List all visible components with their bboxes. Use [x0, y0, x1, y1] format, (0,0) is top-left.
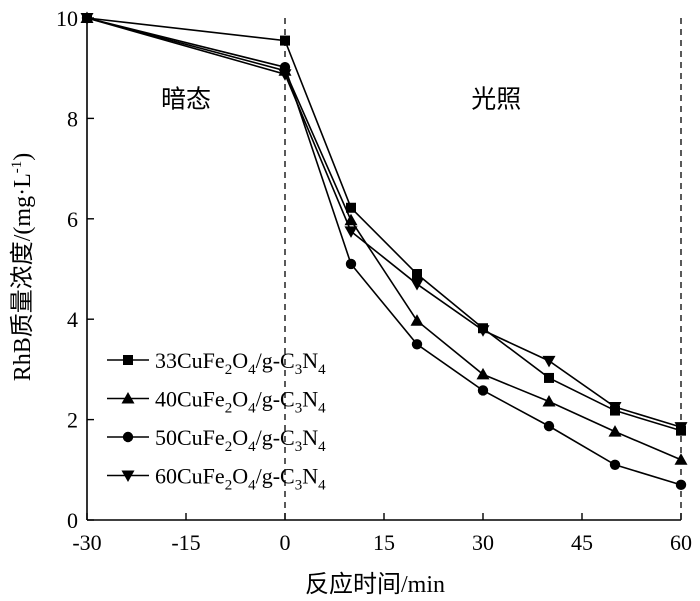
axes: -30 -15 0 15 30 45 60 0 2 4 6 8 10 暗态 光照 — [56, 6, 692, 555]
x-tick-label: -15 — [171, 530, 200, 555]
y-tick-label: 6 — [67, 207, 78, 232]
data-point — [609, 459, 621, 470]
data-point — [278, 69, 292, 81]
x-tick-label: -30 — [72, 530, 101, 555]
series-line — [86, 17, 682, 461]
data-point — [543, 420, 555, 432]
legend-item: 33CuFe2O4/g-C3N4 — [107, 348, 326, 378]
data-point — [542, 395, 556, 407]
data-point — [544, 372, 554, 383]
data-point — [344, 226, 358, 238]
legend-label: 60CuFe2O4/g-C3N4 — [155, 464, 326, 494]
x-tick-label: 0 — [280, 530, 291, 555]
data-point — [410, 279, 424, 291]
legend: 33CuFe2O4/g-C3N4 40CuFe2O4/g-C3N4 50CuFe2O… — [107, 348, 326, 494]
data-point — [674, 453, 688, 465]
data-point — [80, 13, 94, 25]
x-axis-label: 反应时间/min — [305, 571, 445, 598]
series-triangle-down — [80, 13, 688, 434]
legend-marker — [122, 431, 134, 443]
data-point — [280, 35, 290, 46]
region-label: 暗态 — [161, 85, 211, 113]
legend-item: 60CuFe2O4/g-C3N4 — [107, 464, 326, 494]
data-point — [345, 258, 357, 270]
legend-label: 50CuFe2O4/g-C3N4 — [155, 425, 326, 455]
series-layer — [80, 11, 688, 491]
legend-label: 40CuFe2O4/g-C3N4 — [155, 387, 326, 417]
data-point — [608, 402, 622, 414]
legend-item: 40CuFe2O4/g-C3N4 — [107, 387, 326, 417]
y-tick-label: 4 — [67, 307, 78, 332]
series-circle — [81, 12, 687, 491]
y-tick-label: 2 — [67, 408, 78, 433]
series-line — [86, 17, 682, 428]
data-point — [410, 314, 424, 326]
data-point — [542, 355, 556, 368]
data-point — [346, 202, 356, 213]
legend-marker — [121, 470, 135, 482]
x-tick-label: 45 — [571, 530, 593, 555]
legend-label: 33CuFe2O4/g-C3N4 — [155, 348, 326, 378]
y-tick-label: 10 — [56, 6, 78, 31]
x-tick-label: 30 — [472, 530, 494, 555]
x-tick-label: 60 — [670, 530, 692, 555]
data-point — [674, 422, 688, 434]
legend-marker — [121, 392, 135, 404]
y-tick-label: 8 — [67, 106, 78, 131]
data-point — [476, 325, 490, 337]
data-point — [608, 425, 622, 437]
y-axis-label: RhB质量浓度/(mg·L-1) — [9, 153, 36, 382]
series-line — [86, 17, 682, 432]
data-point — [477, 385, 489, 396]
data-point — [476, 367, 490, 380]
legend-item: 50CuFe2O4/g-C3N4 — [107, 425, 326, 455]
region-label: 光照 — [471, 85, 521, 113]
y-tick-label: 0 — [67, 508, 78, 533]
x-tick-label: 15 — [373, 530, 395, 555]
data-point — [675, 479, 687, 491]
legend-marker — [123, 355, 133, 365]
data-point — [412, 269, 422, 280]
data-point — [411, 339, 423, 350]
